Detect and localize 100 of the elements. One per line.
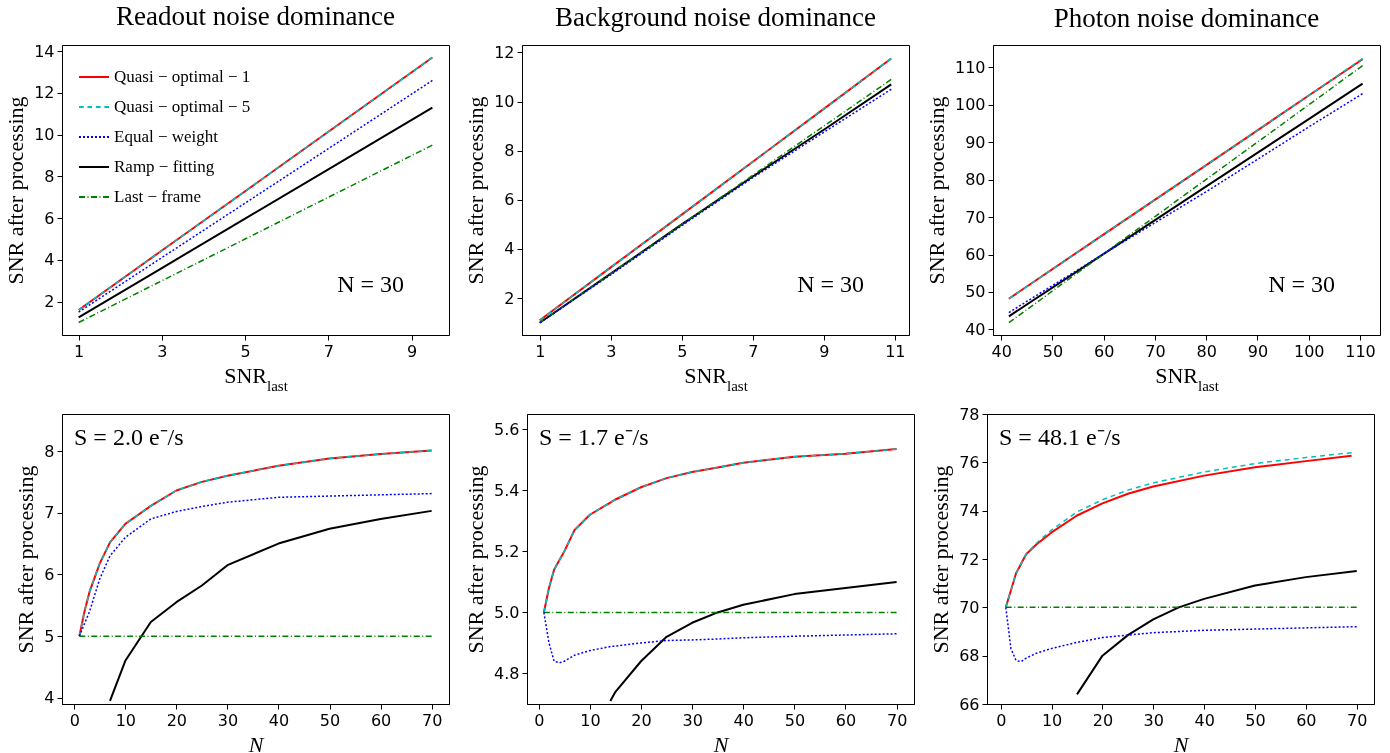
y-tick-label: 5 (44, 626, 55, 646)
x-axis-title: N (247, 731, 265, 753)
x-tick-label: 3 (606, 341, 617, 361)
y-tick-label: 14 (34, 41, 55, 61)
y-tick-label: 8 (504, 141, 515, 161)
y-tick-label: 66 (959, 694, 980, 714)
x-tick-label: 70 (886, 710, 908, 730)
y-tick-label: 4 (44, 250, 55, 270)
legend-label: Ramp − fitting (114, 157, 215, 176)
line-series (108, 509, 433, 702)
y-tick-label: 5.4 (494, 480, 520, 500)
y-tick-label: 2 (44, 292, 55, 312)
x-tick-label: 100 (1293, 341, 1325, 361)
x-tick-label: 9 (819, 341, 830, 361)
x-tick-label: 10 (1041, 710, 1063, 730)
y-tick-label: 100 (954, 95, 986, 115)
y-tick-label: 74 (959, 501, 980, 521)
y-tick-label: 7 (44, 503, 55, 523)
x-tick-label: 7 (323, 341, 334, 361)
x-axis-title: SNR$_{last}$ (684, 362, 749, 394)
y-tick-label: 50 (965, 282, 986, 302)
y-tick-label: 5.0 (494, 602, 520, 622)
line-series (542, 448, 898, 614)
y-tick-label: 8 (44, 166, 55, 186)
legend-label: Quasi − optimal − 5 (114, 97, 251, 116)
x-tick-label: 30 (217, 710, 239, 730)
x-tick-label: 80 (1196, 341, 1217, 361)
x-tick-label: 40 (991, 341, 1012, 361)
y-tick-label: 80 (965, 170, 986, 190)
line-series (78, 492, 433, 637)
y-tick-label: 110 (954, 57, 986, 77)
x-tick-label: 0 (69, 710, 80, 730)
x-tick-label: 20 (631, 710, 652, 730)
y-tick-label: 72 (959, 549, 980, 569)
y-axis-title: SNR after processing (463, 96, 489, 285)
line-series (1076, 570, 1358, 696)
y-tick-label: 60 (965, 245, 986, 265)
x-tick-label: 90 (1247, 341, 1269, 361)
y-tick-label: 90 (965, 132, 986, 152)
legend-label: Quasi − optimal − 1 (114, 67, 251, 86)
line-series (1005, 606, 1358, 663)
y-tick-label: 68 (959, 646, 980, 666)
chart-title: Readout noise dominance (116, 1, 395, 32)
line-series (609, 580, 898, 702)
x-tick-label: 20 (166, 710, 188, 730)
y-tick-label: 76 (959, 452, 980, 472)
y-tick-label: 12 (34, 83, 55, 103)
y-tick-label: 5.6 (494, 419, 520, 439)
chart-title: Photon noise dominance (1053, 3, 1320, 33)
y-axis-title: SNR after processing (13, 465, 39, 654)
y-tick-label: 10 (494, 92, 515, 112)
x-axis-title: N (712, 731, 730, 753)
annotation: N = 30 (797, 271, 864, 297)
x-tick-label: 60 (1094, 341, 1115, 361)
x-tick-label: 40 (268, 710, 290, 730)
y-axis-title: SNR after processing (3, 96, 29, 285)
x-tick-label: 3 (157, 341, 168, 361)
y-axis-title: SNR after processing (463, 465, 489, 654)
x-tick-label: 50 (784, 710, 806, 730)
x-axis-title: SNR$_{last}$ (1155, 362, 1220, 394)
x-tick-label: 5 (677, 341, 688, 361)
annotation: S = 1.7 e⁻/s (539, 424, 649, 450)
y-axis-title: SNR after processing (928, 465, 954, 654)
x-tick-label: 0 (534, 710, 545, 730)
x-tick-label: 7 (748, 341, 759, 361)
x-tick-label: 40 (733, 710, 754, 730)
line-series (78, 449, 433, 638)
x-tick-label: 40 (1194, 710, 1215, 730)
annotation: N = 30 (1268, 271, 1335, 297)
y-tick-label: 4 (504, 239, 515, 259)
y-tick-label: 12 (494, 42, 515, 62)
y-tick-label: 10 (34, 125, 55, 145)
y-tick-label: 70 (959, 597, 980, 617)
y-tick-label: 4.8 (494, 663, 520, 683)
x-tick-label: 9 (406, 341, 418, 361)
x-tick-label: 10 (580, 710, 601, 730)
annotation: N = 30 (337, 271, 404, 297)
x-tick-label: 60 (370, 710, 392, 730)
y-tick-label: 2 (504, 288, 515, 308)
x-tick-label: 110 (1345, 341, 1376, 361)
x-tick-label: 70 (1145, 341, 1166, 361)
y-tick-label: 70 (965, 207, 986, 227)
y-axis-title: SNR after processing (923, 96, 949, 285)
x-axis-title: N (1172, 731, 1190, 753)
y-tick-label: 8 (44, 441, 55, 461)
legend-label: Last − frame (114, 187, 201, 206)
line-series (77, 144, 434, 324)
x-tick-label: 30 (682, 710, 703, 730)
y-tick-label: 6 (44, 208, 55, 228)
y-tick-label: 6 (504, 190, 515, 210)
y-tick-label: 78 (959, 404, 980, 424)
x-tick-label: 1 (535, 341, 546, 361)
x-tick-label: 50 (1245, 710, 1266, 730)
x-tick-label: 10 (115, 710, 136, 730)
legend-label: Equal − weight (114, 127, 219, 146)
x-tick-label: 50 (1042, 341, 1064, 361)
annotation: S = 48.1 e⁻/s (999, 424, 1121, 450)
x-tick-label: 50 (319, 710, 341, 730)
y-tick-label: 6 (44, 564, 55, 584)
x-tick-label: 5 (240, 341, 251, 361)
